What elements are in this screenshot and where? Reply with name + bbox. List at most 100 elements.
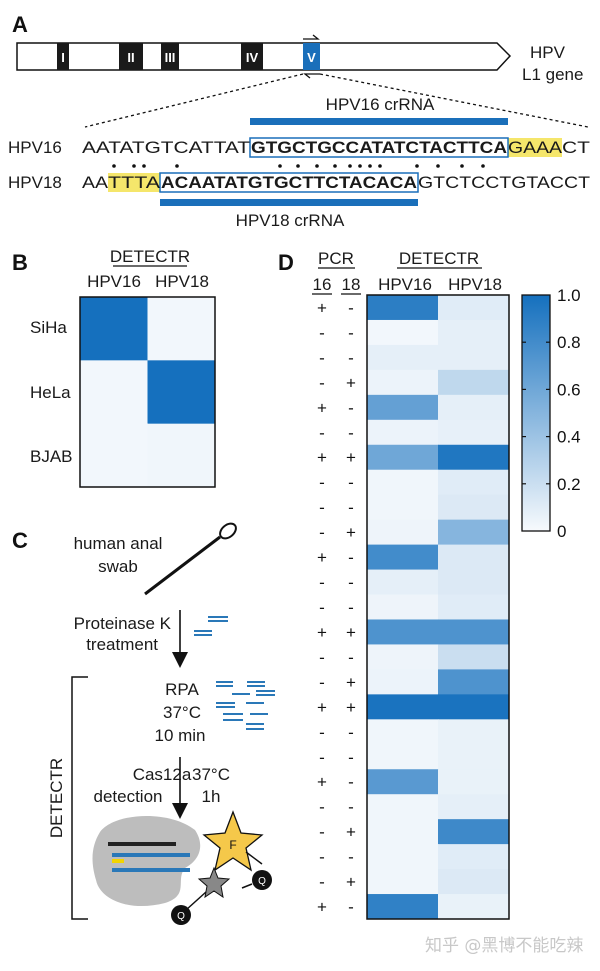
pcr-result: - bbox=[319, 873, 325, 892]
alignment-dot bbox=[358, 164, 362, 168]
exon-2: II bbox=[119, 43, 143, 70]
colorbar-tick-label: 0.4 bbox=[557, 428, 581, 447]
heatmap-cell bbox=[367, 894, 439, 920]
heatmap-cell bbox=[438, 819, 510, 845]
hpv16-seq-post: CT bbox=[562, 138, 590, 157]
panel-d-col-hpv16: HPV16 bbox=[378, 275, 432, 294]
sample-line2: swab bbox=[98, 557, 138, 576]
hpv18-pam-highlight bbox=[108, 173, 160, 192]
hpv18-crrna-bar bbox=[160, 199, 418, 206]
pcr-result: - bbox=[348, 598, 354, 617]
panel-b-label: B bbox=[12, 250, 28, 275]
heatmap-cell bbox=[438, 894, 510, 920]
exon-4: IV bbox=[241, 43, 263, 70]
cond-line2: 1h bbox=[202, 787, 221, 806]
heatmap-cell bbox=[367, 594, 439, 620]
forward-primer-icon bbox=[303, 34, 320, 40]
heatmap-cell bbox=[367, 769, 439, 795]
pcr-result: - bbox=[319, 498, 325, 517]
heatmap-cell bbox=[438, 319, 510, 346]
heatmap-cell bbox=[438, 494, 510, 521]
pcr-result: - bbox=[319, 598, 325, 617]
swab-icon bbox=[144, 522, 237, 596]
pcr-result: - bbox=[319, 373, 325, 392]
heatmap-cell bbox=[367, 669, 439, 695]
heatmap-cell bbox=[367, 344, 439, 371]
heatmap-cell bbox=[80, 360, 148, 425]
pcr-result: + bbox=[317, 398, 327, 417]
reporter-intact-icon: Q bbox=[171, 866, 231, 925]
pcr-result: + bbox=[317, 773, 327, 792]
pcr-result: - bbox=[319, 348, 325, 367]
pcr-result: - bbox=[319, 848, 325, 867]
panel-d-title: DETECTR bbox=[399, 249, 479, 268]
colorbar-tick-label: 0 bbox=[557, 522, 566, 541]
alignment-dot bbox=[112, 164, 116, 168]
exon-3: III bbox=[161, 43, 179, 70]
pcr-result: + bbox=[346, 823, 356, 842]
rpa-line1: RPA bbox=[165, 680, 199, 699]
svg-text:Q: Q bbox=[258, 876, 266, 887]
hpv18-seq-post: GTCTCCTGTACCT bbox=[418, 173, 590, 192]
panel-b-title: DETECTR bbox=[110, 247, 190, 266]
watermark: 知乎 @黑博不能吃辣 bbox=[425, 936, 583, 956]
zoom-line-left bbox=[84, 73, 304, 128]
reverse-primer-icon bbox=[303, 73, 320, 79]
colorbar-tick-label: 0.8 bbox=[557, 333, 581, 352]
svg-text:V: V bbox=[307, 50, 316, 65]
pcr-result: + bbox=[346, 448, 356, 467]
gene-label-line1: HPV bbox=[530, 43, 566, 62]
heatmap-cell bbox=[80, 297, 148, 361]
heatmap-cell bbox=[367, 469, 439, 496]
heatmap-cell bbox=[367, 794, 439, 820]
panel-b-heatmap-frame bbox=[79, 296, 216, 488]
pcr-result: - bbox=[348, 548, 354, 567]
exon-5-highlighted: V bbox=[303, 43, 320, 70]
hpv16-pam-highlight bbox=[508, 138, 562, 157]
pcr-result: - bbox=[319, 748, 325, 767]
alignment-dot bbox=[132, 164, 136, 168]
heatmap-cell bbox=[367, 419, 439, 446]
alignment-dot bbox=[175, 164, 179, 168]
alignment-dot bbox=[378, 164, 382, 168]
pcr-title: PCR bbox=[318, 249, 354, 268]
heatmap-cell bbox=[80, 423, 148, 488]
reporter-cleaved-icon: Q bbox=[241, 870, 272, 890]
panel-b-col-hpv16: HPV16 bbox=[87, 272, 141, 291]
exon-1: I bbox=[57, 43, 69, 70]
panel-b-row-bjab: BJAB bbox=[30, 447, 73, 466]
pcr-result: - bbox=[348, 348, 354, 367]
svg-text:II: II bbox=[127, 50, 134, 65]
heatmap-cell bbox=[367, 319, 439, 346]
heatmap-cell bbox=[438, 719, 510, 745]
panel-b: B DETECTR HPV16 HPV18 SiHa HeLa BJAB bbox=[12, 247, 216, 488]
heatmap-cell bbox=[147, 423, 216, 488]
hpv16-target-box bbox=[249, 137, 509, 158]
pcr-result: - bbox=[348, 398, 354, 417]
pcr-result: + bbox=[346, 698, 356, 717]
heatmap-cell bbox=[438, 694, 510, 720]
heatmap-cell bbox=[367, 644, 439, 670]
heatmap-cell bbox=[367, 719, 439, 745]
pcr-col-18: 18 bbox=[342, 275, 361, 294]
pcr-result: + bbox=[317, 548, 327, 567]
pcr-result: - bbox=[319, 573, 325, 592]
panel-d: D PCR 16 18 DETECTR HPV16 HPV18 + -- -- -- +… bbox=[278, 249, 581, 920]
step1-line2: treatment bbox=[86, 635, 158, 654]
pcr-result: - bbox=[319, 648, 325, 667]
heatmap-cell bbox=[147, 360, 216, 425]
cas-line2: detection bbox=[94, 787, 163, 806]
mismatch-dots bbox=[112, 164, 485, 168]
heatmap-cell bbox=[367, 744, 439, 770]
alignment-dot bbox=[348, 164, 352, 168]
heatmap-cell bbox=[438, 619, 510, 645]
heatmap-cell bbox=[438, 769, 510, 795]
colorbar-ticks: 1.0 0.8 0.6 0.4 0.2 0 bbox=[522, 286, 581, 541]
panel-b-col-hpv18: HPV18 bbox=[155, 272, 209, 291]
panel-c: C human anal swab Proteinase K treatment… bbox=[12, 522, 275, 925]
heatmap-cell bbox=[367, 819, 439, 845]
pcr-result: + bbox=[346, 873, 356, 892]
heatmap-cell bbox=[438, 469, 510, 496]
pcr-result: - bbox=[348, 848, 354, 867]
alignment-dot bbox=[436, 164, 440, 168]
